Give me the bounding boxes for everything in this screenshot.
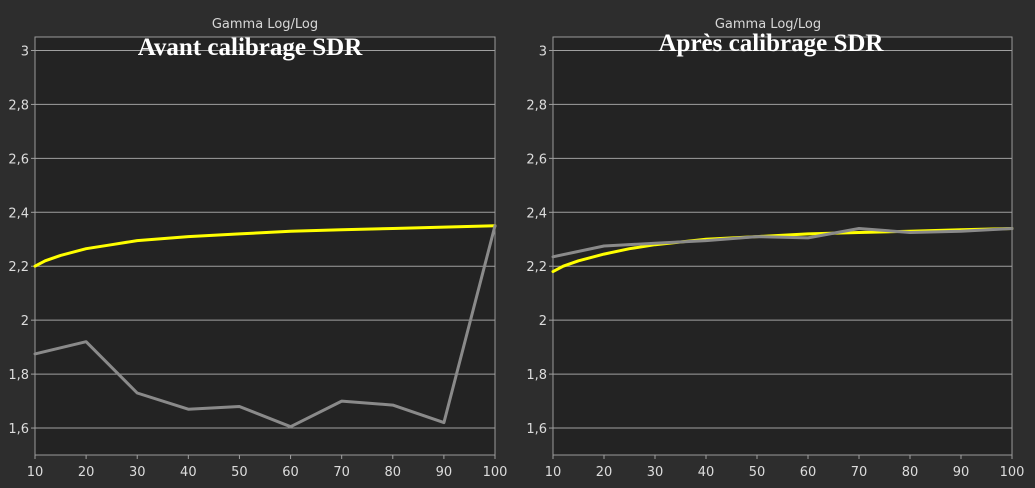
chart-title: Gamma Log/Log (212, 17, 318, 32)
y-tick-label: 1,6 (8, 422, 29, 437)
reference-gamma-line (33, 224, 497, 268)
x-tick-label: 70 (333, 465, 350, 480)
overlay-title: Avant calibrage SDR (138, 34, 363, 61)
y-tick-label: 2,4 (8, 206, 29, 221)
y-tick-label: 3 (21, 44, 29, 59)
y-tick-label: 2,2 (8, 260, 29, 275)
y-tick-label: 1,8 (8, 368, 29, 383)
y-tick-label: 2 (21, 314, 29, 329)
x-tick-label: 10 (27, 465, 44, 480)
x-tick-label: 60 (282, 465, 299, 480)
overlay-title: Après calibrage SDR (659, 30, 885, 57)
x-tick-label: 80 (385, 465, 402, 480)
x-tick-label: 50 (749, 465, 766, 480)
y-tick-label: 2,6 (8, 152, 29, 167)
y-tick-label: 2,4 (526, 206, 547, 221)
y-tick-label: 2,8 (8, 98, 29, 113)
x-tick-label: 100 (1000, 465, 1025, 480)
measured-gamma-line (551, 227, 1014, 259)
y-tick-label: 1,6 (526, 422, 547, 437)
chart-title: Gamma Log/Log (715, 17, 821, 32)
chart-panel-1: 1,6 1,8 2 2,2 2,4 2,6 2,8 3 10 20 30 40 50 60 70 80 90 10… (8, 17, 507, 480)
x-tick-label: 100 (483, 465, 508, 480)
x-tick-label: 30 (647, 465, 664, 480)
x-tick-label: 90 (953, 465, 970, 480)
y-tick-label: 2,2 (526, 260, 547, 275)
y-tick-label: 2 (539, 314, 547, 329)
x-tick-label: 10 (545, 465, 562, 480)
x-tick-label: 40 (698, 465, 715, 480)
x-tick-label: 50 (231, 465, 248, 480)
x-tick-label: 90 (436, 465, 453, 480)
y-tick-label: 2,6 (526, 152, 547, 167)
x-tick-label: 70 (851, 465, 868, 480)
y-tick-label: 3 (539, 44, 547, 59)
x-tick-label: 60 (800, 465, 817, 480)
x-tick-label: 20 (78, 465, 95, 480)
chart-panel-2: 1,6 1,8 2 2,2 2,4 2,6 2,8 3 10 20 30 40 50 60 70 80 90 10… (526, 17, 1024, 480)
y-tick-label: 2,8 (526, 98, 547, 113)
x-tick-label: 20 (596, 465, 613, 480)
x-tick-label: 30 (129, 465, 146, 480)
y-tick-label: 1,8 (526, 368, 547, 383)
x-tick-label: 40 (180, 465, 197, 480)
x-tick-label: 80 (902, 465, 919, 480)
measured-gamma-line (33, 224, 497, 429)
